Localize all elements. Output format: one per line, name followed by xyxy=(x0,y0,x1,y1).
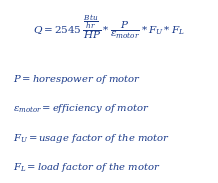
Text: $P = horespower\ of\ motor$: $P = horespower\ of\ motor$ xyxy=(13,73,141,86)
Text: $Q = 2545\,\dfrac{\,\frac{Btu}{hr}\,}{HP} * \dfrac{P}{\varepsilon_{motor}} * F_U: $Q = 2545\,\dfrac{\,\frac{Btu}{hr}\,}{HP… xyxy=(33,13,185,41)
Text: $\varepsilon_{motor} = efficiency\ of\ motor$: $\varepsilon_{motor} = efficiency\ of\ m… xyxy=(13,102,150,115)
Text: $F_U = usage\ factor\ of\ the\ motor$: $F_U = usage\ factor\ of\ the\ motor$ xyxy=(13,132,170,145)
Text: $F_L = load\ factor\ of\ the\ motor$: $F_L = load\ factor\ of\ the\ motor$ xyxy=(13,161,160,174)
